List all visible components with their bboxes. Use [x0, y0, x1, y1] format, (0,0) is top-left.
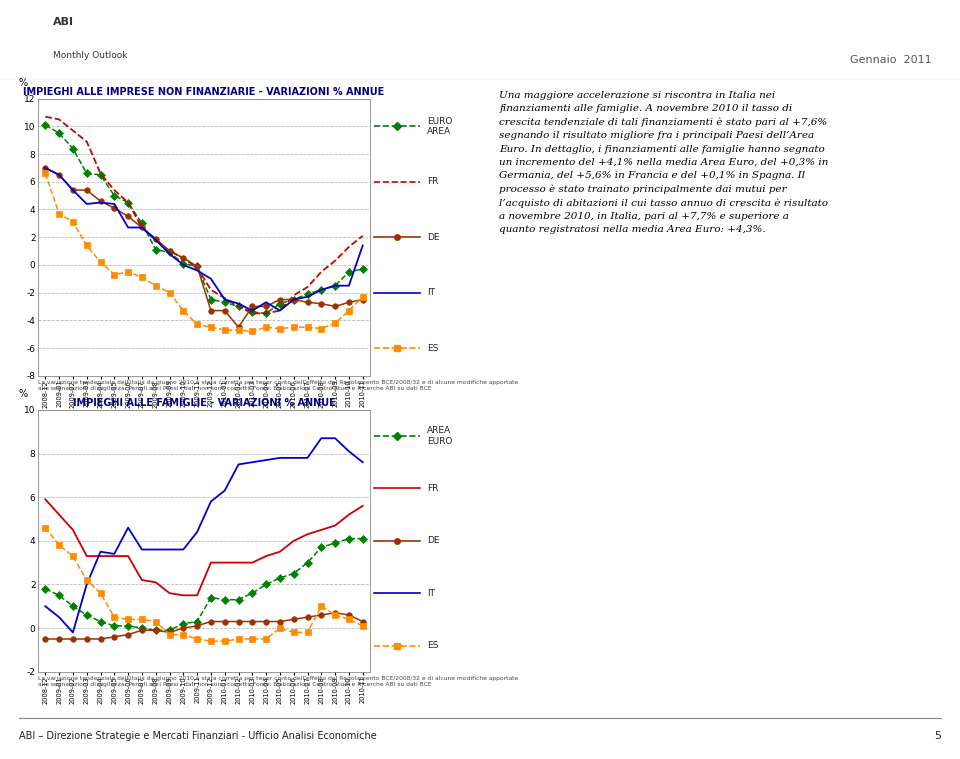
Text: DE: DE	[427, 233, 440, 241]
Text: DE: DE	[427, 537, 440, 545]
Text: FR: FR	[427, 484, 438, 493]
Text: ES: ES	[427, 641, 438, 650]
Text: EURO
AREA: EURO AREA	[427, 117, 452, 136]
Text: AREA
EURO: AREA EURO	[427, 427, 452, 446]
Text: La variazione tendenziale dell'Italia da giugno 2010 è stata corretta per tener : La variazione tendenziale dell'Italia da…	[38, 676, 518, 687]
Text: IT: IT	[427, 288, 435, 297]
Text: ABI: ABI	[53, 17, 74, 27]
Title: IMPIEGHI ALLE IMPRESE NON FINANZIARIE - VARIAZIONI % ANNUE: IMPIEGHI ALLE IMPRESE NON FINANZIARIE - …	[23, 87, 385, 96]
Text: Una maggiore accelerazione si riscontra in Italia nei
finanziamenti alle famigli: Una maggiore accelerazione si riscontra …	[499, 91, 828, 235]
Text: La variazione tendenziale dell'Italia da giugno 2010 è stata corretta per tener : La variazione tendenziale dell'Italia da…	[38, 380, 518, 391]
Text: FR: FR	[427, 178, 438, 186]
Text: ABI – Direzione Strategie e Mercati Finanziari - Ufficio Analisi Economiche: ABI – Direzione Strategie e Mercati Fina…	[19, 731, 377, 742]
Text: ES: ES	[427, 344, 438, 352]
Text: 5: 5	[934, 731, 941, 742]
Text: %: %	[18, 77, 28, 87]
Text: IT: IT	[427, 589, 435, 597]
Text: %: %	[18, 389, 28, 399]
Text: Gennaio  2011: Gennaio 2011	[850, 55, 931, 65]
Text: Monthly Outlook: Monthly Outlook	[53, 52, 128, 60]
Title: IMPIEGHI ALLE FAMIGLIE - VARIAZIONI % ANNUE: IMPIEGHI ALLE FAMIGLIE - VARIAZIONI % AN…	[73, 398, 335, 408]
